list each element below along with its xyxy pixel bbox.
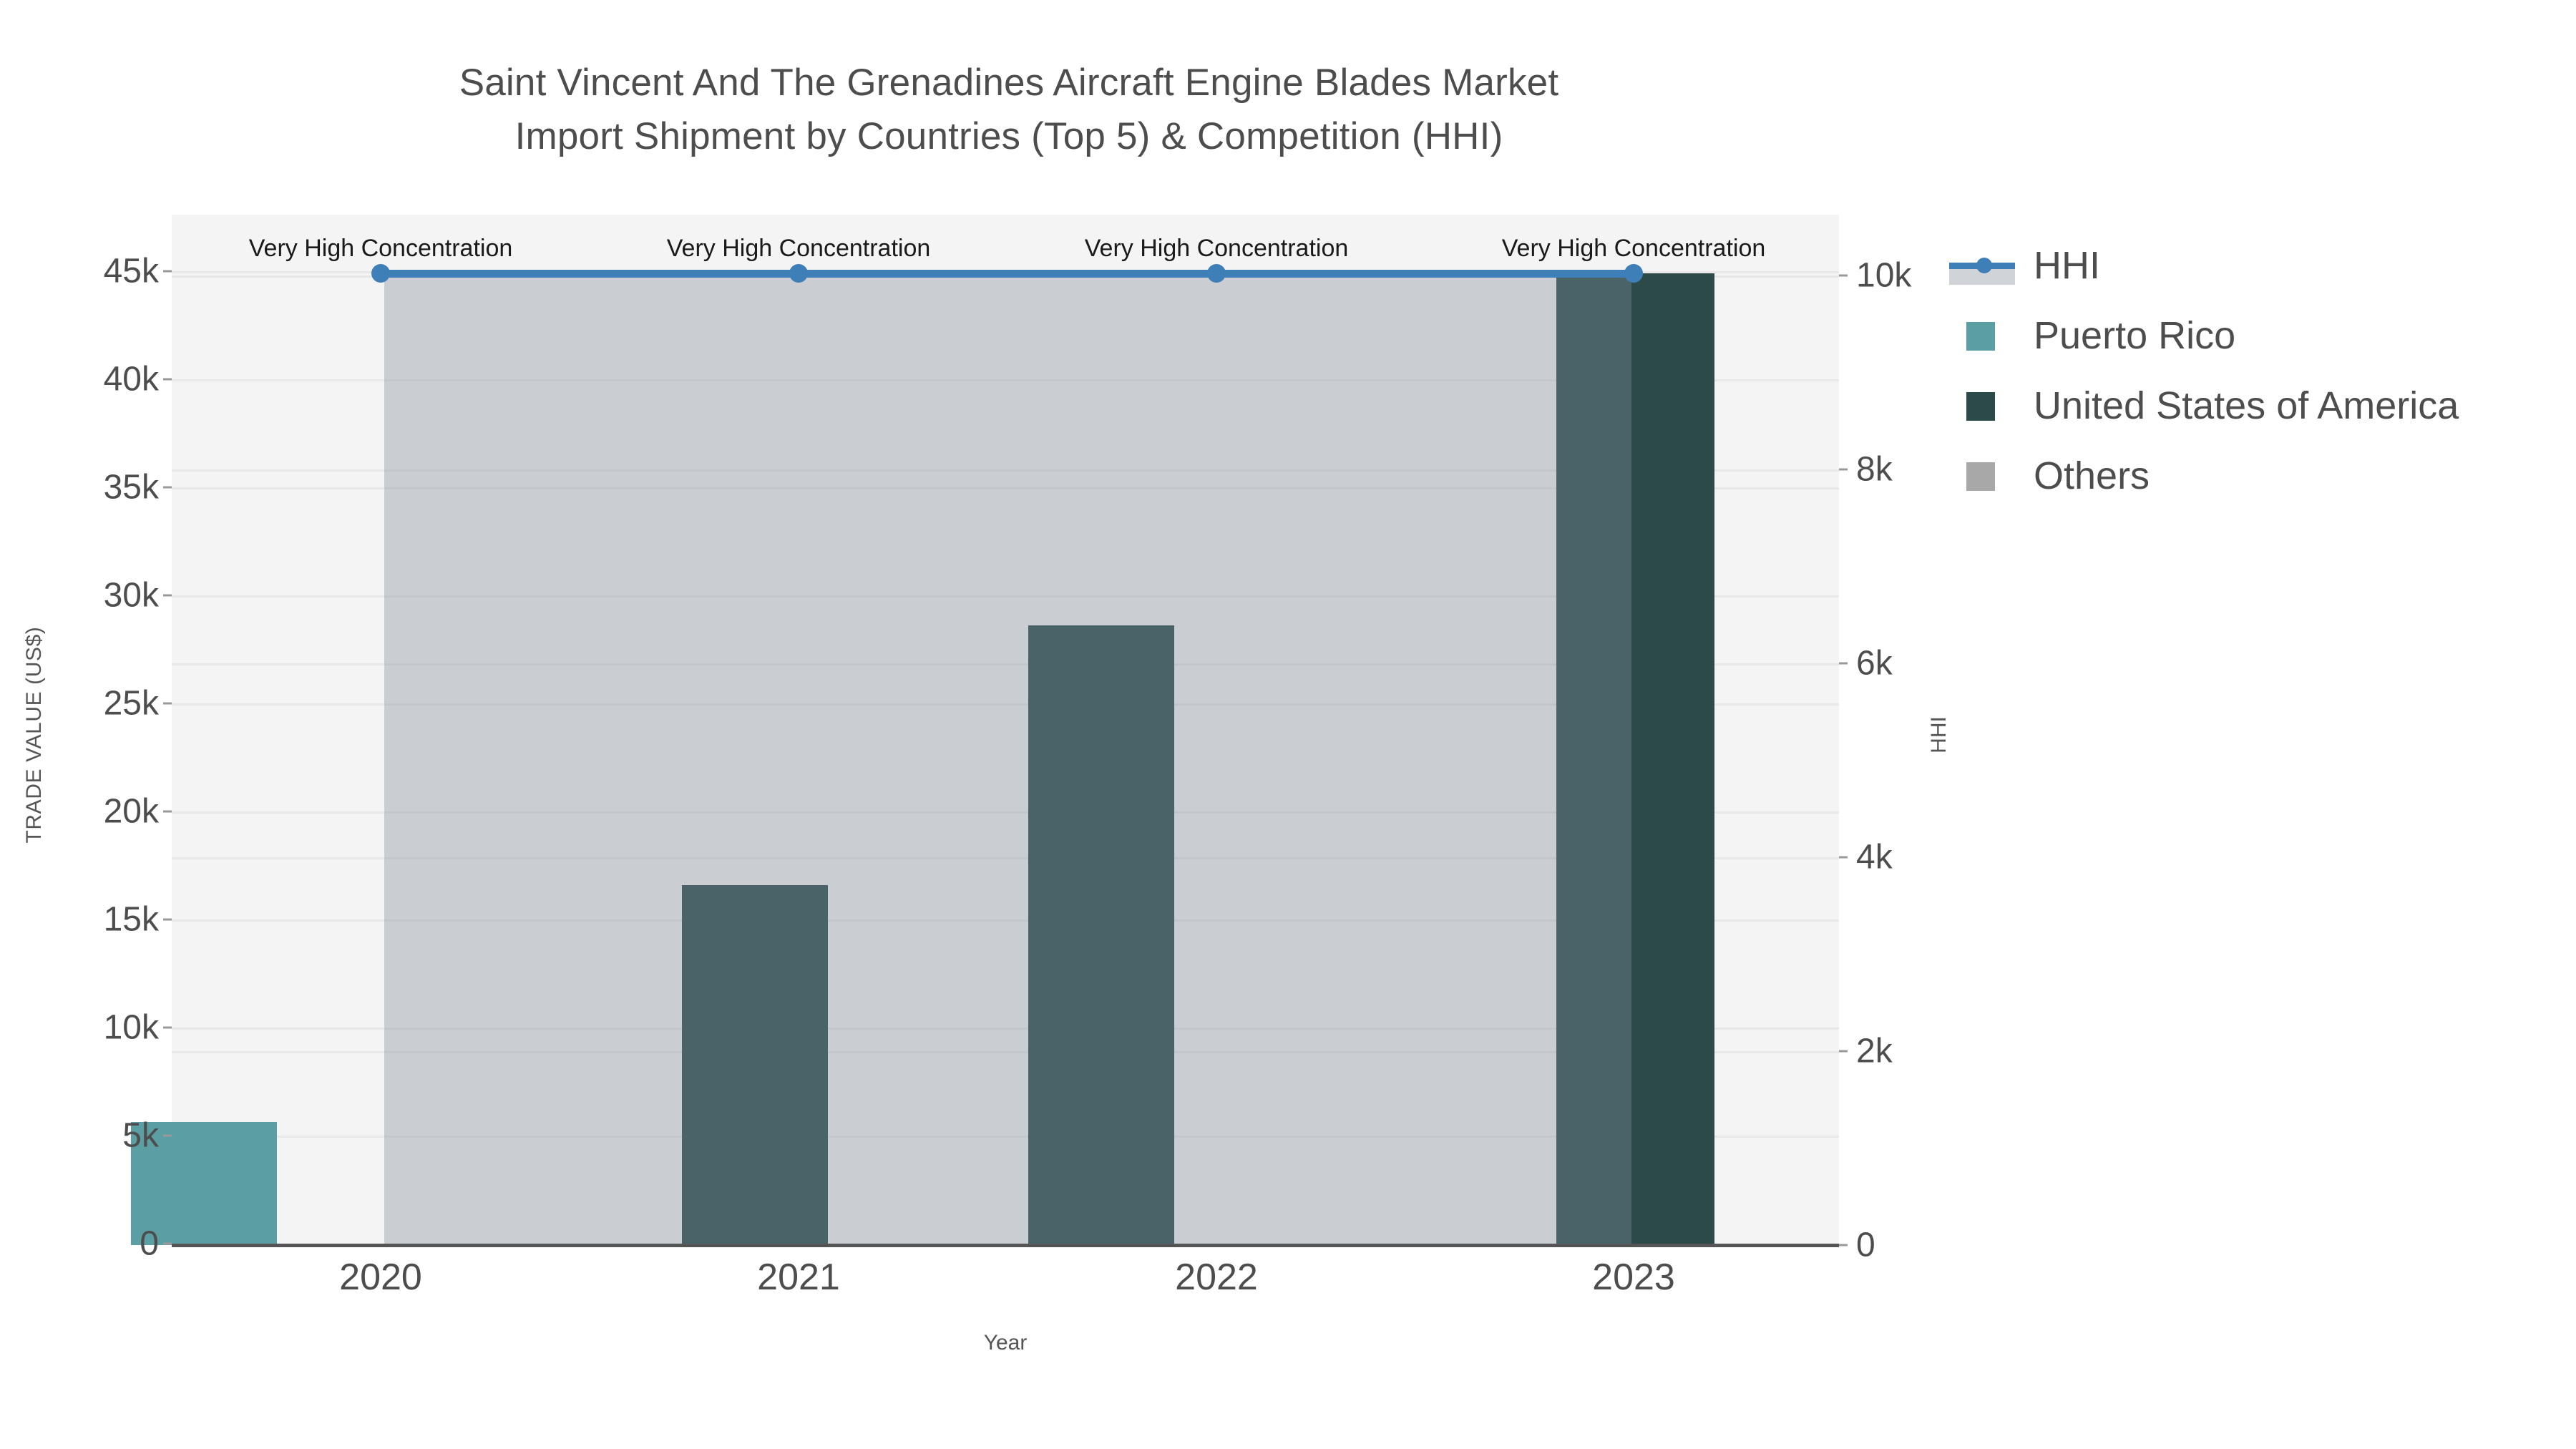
chart-legend: HHI Puerto Rico United States of America… <box>1946 230 2562 511</box>
hhi-marker-2022[interactable] <box>1207 264 1226 283</box>
gridline-20k <box>172 811 1839 814</box>
xtick-label-2020: 2020 <box>339 1257 422 1298</box>
annotation-2023: Very High Concentration <box>1501 235 1766 262</box>
tickmark-left-5k <box>163 1134 172 1137</box>
others-band <box>384 273 1631 1245</box>
tickmark-left-35k <box>163 486 172 489</box>
ytick-label-15k: 15k <box>103 900 159 939</box>
legend-item-hhi[interactable]: HHI <box>1946 230 2562 301</box>
x-axis-label: Year <box>983 1331 1028 1355</box>
ytick-label-30k: 30k <box>103 576 159 615</box>
chart-title-line-2: Import Shipment by Countries (Top 5) & C… <box>514 115 1503 158</box>
ytick-label-45k: 45k <box>103 252 159 291</box>
x-axis-line <box>172 1244 1839 1247</box>
gridline-25k <box>172 703 1839 706</box>
annotation-2022: Very High Concentration <box>1084 235 1349 262</box>
chart-title: Saint Vincent And The Grenadines Aircraf… <box>0 56 2018 164</box>
ytick-right-label-4k: 4k <box>1856 838 1893 877</box>
bar-2023-united-states-shaded <box>1556 273 1631 1245</box>
annotation-2021: Very High Concentration <box>666 235 931 262</box>
tickmark-left-30k <box>163 594 172 597</box>
gridline-10k <box>172 1028 1839 1030</box>
legend-label-hhi: HHI <box>2034 244 2100 287</box>
tickmark-right-0 <box>1839 1244 1848 1246</box>
ytick-label-20k: 20k <box>103 792 159 831</box>
xtick-label-2021: 2021 <box>757 1257 840 1298</box>
gridline-35k <box>172 487 1839 489</box>
ytick-right-label-6k: 6k <box>1856 644 1893 683</box>
ytick-right-label-8k: 8k <box>1856 450 1893 489</box>
hhi-marker-2021[interactable] <box>789 264 808 283</box>
tickmark-right-10k <box>1839 274 1848 277</box>
gridline-40k <box>172 379 1839 381</box>
ytick-right-label-2k: 2k <box>1856 1032 1893 1070</box>
ytick-label-0: 0 <box>140 1224 159 1263</box>
legend-label-others: Others <box>2034 454 2150 497</box>
tickmark-right-8k <box>1839 468 1848 471</box>
gridline-15k <box>172 919 1839 922</box>
tickmark-left-20k <box>163 810 172 813</box>
ytick-right-label-10k: 10k <box>1856 256 1912 295</box>
bar-2020-puerto-rico-b[interactable] <box>131 1122 277 1245</box>
tickmark-left-40k <box>163 378 172 381</box>
tickmark-right-6k <box>1839 662 1848 665</box>
gridline-right-2k <box>172 1051 1839 1053</box>
gridline-5k <box>172 1136 1839 1138</box>
hhi-marker-2023[interactable] <box>1624 264 1643 283</box>
legend-item-united-states[interactable]: United States of America <box>1946 371 2562 441</box>
united-states-swatch-icon <box>1946 384 2018 427</box>
hhi-marker-2020[interactable] <box>371 264 390 283</box>
tickmark-right-2k <box>1839 1050 1848 1053</box>
xtick-label-2023: 2023 <box>1592 1257 1675 1298</box>
others-swatch-icon <box>1946 454 2018 497</box>
legend-label-puerto-rico: Puerto Rico <box>2034 314 2236 357</box>
bar-2021-united-states[interactable] <box>682 885 828 1245</box>
tickmark-left-15k <box>163 918 172 921</box>
chart-title-line-1: Saint Vincent And The Grenadines Aircraf… <box>459 62 1559 104</box>
gridline-right-4k <box>172 857 1839 859</box>
hhi-line-icon <box>1946 244 2018 287</box>
plot-area: Very High Concentration Very High Concen… <box>131 215 1839 1245</box>
xtick-label-2022: 2022 <box>1175 1257 1258 1298</box>
legend-label-united-states: United States of America <box>2034 384 2459 427</box>
gridline-30k <box>172 595 1839 597</box>
ytick-label-10k: 10k <box>103 1008 159 1047</box>
hhi-line[interactable] <box>379 270 1635 278</box>
annotation-2020: Very High Concentration <box>248 235 513 262</box>
bar-2022-united-states[interactable] <box>1028 625 1174 1245</box>
tickmark-left-0 <box>163 1242 172 1245</box>
tickmark-left-45k <box>163 270 172 273</box>
y-axis-label-right: HHI <box>1927 716 1951 753</box>
ytick-label-25k: 25k <box>103 684 159 723</box>
legend-item-puerto-rico[interactable]: Puerto Rico <box>1946 301 2562 371</box>
y-axis-label-left: TRADE VALUE (US$) <box>22 626 46 844</box>
tickmark-left-10k <box>163 1026 172 1029</box>
gridline-right-6k <box>172 663 1839 665</box>
legend-item-others[interactable]: Others <box>1946 441 2562 511</box>
tickmark-right-4k <box>1839 856 1848 859</box>
ytick-right-label-0: 0 <box>1856 1226 1875 1264</box>
puerto-rico-swatch-icon <box>1946 314 2018 357</box>
ytick-label-5k: 5k <box>122 1116 159 1155</box>
tickmark-left-25k <box>163 702 172 705</box>
gridline-right-8k <box>172 469 1839 472</box>
ytick-label-35k: 35k <box>103 468 159 507</box>
ytick-label-40k: 40k <box>103 360 159 399</box>
